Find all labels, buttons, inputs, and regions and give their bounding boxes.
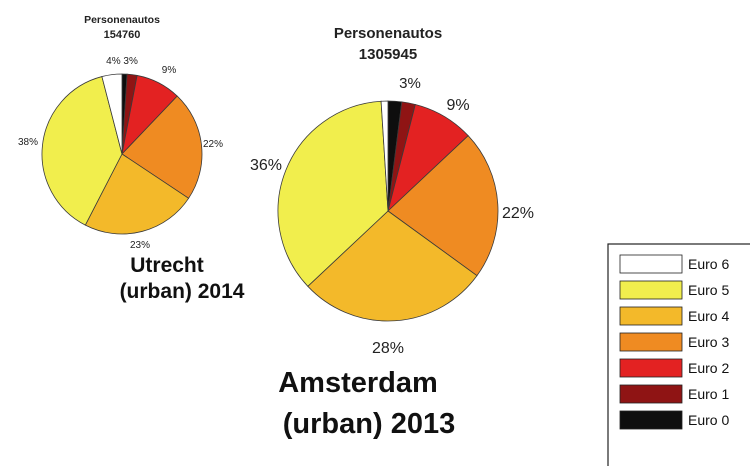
legend-label-euro-4: Euro 4 (688, 308, 729, 324)
legend-swatch-euro-1 (619, 384, 683, 404)
legend-swatch-euro-5 (619, 280, 683, 300)
legend-swatch-euro-6 (619, 254, 683, 274)
amsterdam-label-euro5: 36% (250, 157, 282, 174)
legend-swatch-euro-2 (619, 358, 683, 378)
utrecht-label-euro2: 9% (162, 65, 177, 76)
legend-label-euro-1: Euro 1 (688, 386, 729, 402)
amsterdam-title-line2: 1305945 (359, 46, 417, 63)
utrecht-caption-line1: Utrecht (130, 254, 204, 277)
legend-label-euro-3: Euro 3 (688, 334, 729, 350)
amsterdam-title-line1: Personenautos (334, 25, 442, 42)
utrecht-title-line2: 154760 (104, 29, 141, 41)
legend-swatch-euro-0 (619, 410, 683, 430)
pie-amsterdam (277, 100, 499, 322)
utrecht-top-label-3: 3% (123, 56, 138, 67)
pie-slice-euro-6-utrecht (101, 73, 123, 155)
pie-slice-euro-6-amsterdam (380, 100, 389, 212)
legend-swatch-euro-4 (619, 306, 683, 326)
legend-label-euro-5: Euro 5 (688, 282, 729, 298)
utrecht-label-euro3: 22% (203, 139, 223, 150)
pie-slice-euro-4-utrecht (84, 153, 190, 235)
pie-utrecht (41, 73, 203, 235)
pie-slice-euro-3-utrecht (121, 95, 203, 199)
amsterdam-caption-line1: Amsterdam (278, 367, 438, 399)
amsterdam-caption-line2: (urban) 2013 (283, 408, 455, 440)
utrecht-caption-line2: (urban) 2014 (120, 280, 245, 303)
legend-frame (607, 243, 750, 466)
pie-slice-euro-5-amsterdam (277, 100, 389, 287)
amsterdam-label-euro2: 9% (446, 97, 469, 114)
legend-label-euro-6: Euro 6 (688, 256, 729, 272)
pie-slice-euro-4-amsterdam (307, 210, 478, 322)
legend-label-euro-0: Euro 0 (688, 412, 729, 428)
utrecht-title-line1: Personenautos (84, 14, 160, 26)
utrecht-label-euro5: 38% (18, 137, 38, 148)
amsterdam-label-euro3: 22% (502, 205, 534, 222)
legend-label-euro-2: Euro 2 (688, 360, 729, 376)
legend: Euro 6 Euro 5 Euro 4 Euro 3 Euro 2 Euro 1 Euro… (607, 243, 750, 466)
pie-slice-euro-5-utrecht (41, 76, 123, 226)
amsterdam-label-euro4: 28% (372, 340, 404, 357)
legend-swatch-euro-3 (619, 332, 683, 352)
utrecht-top-label-6: 4% (106, 56, 121, 67)
amsterdam-top-label: 3% (399, 75, 421, 92)
utrecht-top-label: 4% 3% (106, 56, 138, 67)
pie-slice-euro-3-amsterdam (387, 135, 499, 277)
utrecht-label-euro4: 23% (130, 240, 150, 251)
